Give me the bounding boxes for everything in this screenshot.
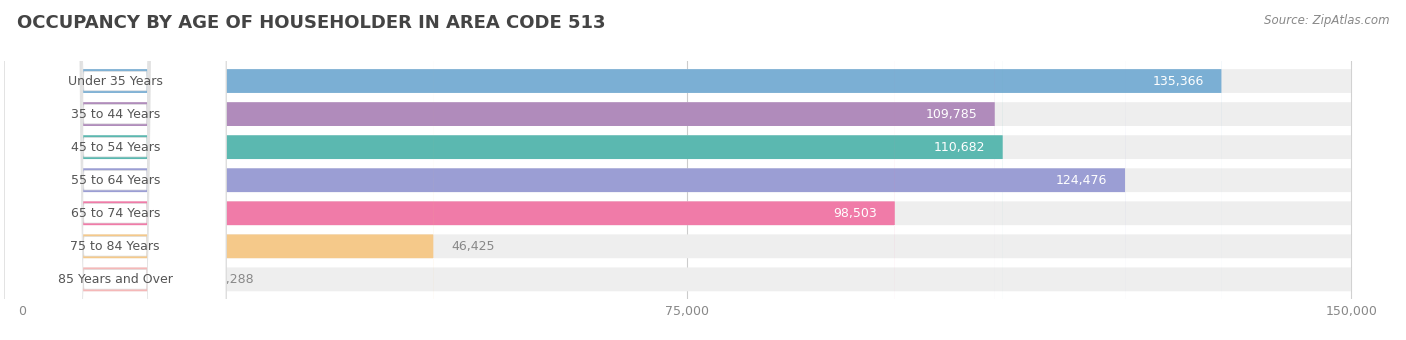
FancyBboxPatch shape <box>22 0 896 340</box>
FancyBboxPatch shape <box>22 0 1351 340</box>
Text: Source: ZipAtlas.com: Source: ZipAtlas.com <box>1264 14 1389 27</box>
Text: OCCUPANCY BY AGE OF HOUSEHOLDER IN AREA CODE 513: OCCUPANCY BY AGE OF HOUSEHOLDER IN AREA … <box>17 14 606 32</box>
Text: 46,425: 46,425 <box>451 240 495 253</box>
FancyBboxPatch shape <box>22 0 1222 340</box>
FancyBboxPatch shape <box>4 0 226 340</box>
Text: 45 to 54 Years: 45 to 54 Years <box>70 141 160 154</box>
Text: 55 to 64 Years: 55 to 64 Years <box>70 174 160 187</box>
FancyBboxPatch shape <box>22 0 1351 340</box>
FancyBboxPatch shape <box>22 0 1351 340</box>
Text: 124,476: 124,476 <box>1056 174 1108 187</box>
FancyBboxPatch shape <box>4 0 226 340</box>
Text: 75 to 84 Years: 75 to 84 Years <box>70 240 160 253</box>
FancyBboxPatch shape <box>22 0 995 340</box>
FancyBboxPatch shape <box>22 0 1351 340</box>
Text: 19,288: 19,288 <box>211 273 254 286</box>
Text: 109,785: 109,785 <box>925 107 977 121</box>
FancyBboxPatch shape <box>4 0 226 340</box>
Text: 35 to 44 Years: 35 to 44 Years <box>70 107 160 121</box>
Text: Under 35 Years: Under 35 Years <box>67 74 163 87</box>
FancyBboxPatch shape <box>4 0 226 340</box>
FancyBboxPatch shape <box>4 0 226 340</box>
Text: 98,503: 98,503 <box>834 207 877 220</box>
FancyBboxPatch shape <box>22 0 1125 340</box>
FancyBboxPatch shape <box>22 0 1002 340</box>
Text: 85 Years and Over: 85 Years and Over <box>58 273 173 286</box>
FancyBboxPatch shape <box>22 0 1351 340</box>
FancyBboxPatch shape <box>22 0 193 340</box>
FancyBboxPatch shape <box>4 0 226 340</box>
FancyBboxPatch shape <box>4 0 226 340</box>
FancyBboxPatch shape <box>22 0 1351 340</box>
Text: 65 to 74 Years: 65 to 74 Years <box>70 207 160 220</box>
FancyBboxPatch shape <box>22 0 1351 340</box>
Text: 135,366: 135,366 <box>1153 74 1204 87</box>
Text: 110,682: 110,682 <box>934 141 986 154</box>
FancyBboxPatch shape <box>22 0 433 340</box>
